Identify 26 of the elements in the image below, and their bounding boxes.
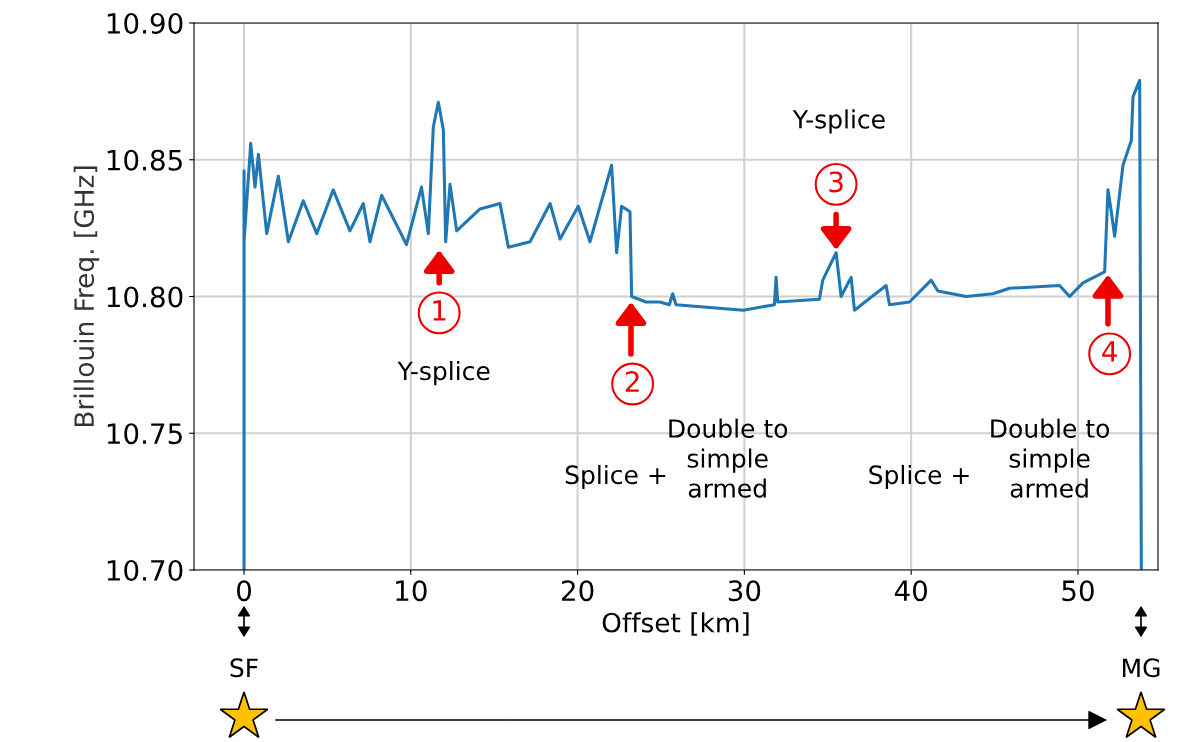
- x-tick-label: 40: [894, 580, 927, 602]
- text: MG: [1122, 658, 1160, 678]
- annotation: Splice +: [869, 464, 969, 490]
- x-tick-label: 30: [728, 580, 761, 602]
- y-tick-label: 10.80: [107, 286, 183, 308]
- y-tick-label: 10.70: [107, 559, 183, 581]
- annotation: 3: [829, 171, 843, 193]
- x-axis-title: Offset [km]: [602, 612, 749, 636]
- y-axis-title: Brillouin Freq. [GHz]: [73, 166, 100, 427]
- x-tick-label: 0: [237, 580, 252, 602]
- line-series: [242, 78, 1143, 570]
- text: SF: [230, 658, 258, 678]
- annotation: Y-splice: [397, 360, 490, 386]
- x-tick-label: 20: [561, 580, 594, 602]
- y-tick-label: 10.75: [107, 423, 182, 445]
- annotation: Y-splice: [792, 109, 885, 134]
- y-tick-label: 10.90: [107, 12, 183, 34]
- annotation: 4: [1102, 341, 1117, 362]
- annotation: Splice +: [565, 464, 666, 490]
- y-tick-label: 10.85: [107, 149, 182, 171]
- annotation: Double to simple armed: [669, 418, 788, 498]
- x-tick-label: 50: [1062, 580, 1094, 602]
- x-tick-label: 10: [396, 580, 427, 602]
- annotation: 1: [433, 300, 446, 321]
- annotation: 2: [625, 371, 639, 392]
- annotation: Double to simple armed: [991, 418, 1110, 498]
